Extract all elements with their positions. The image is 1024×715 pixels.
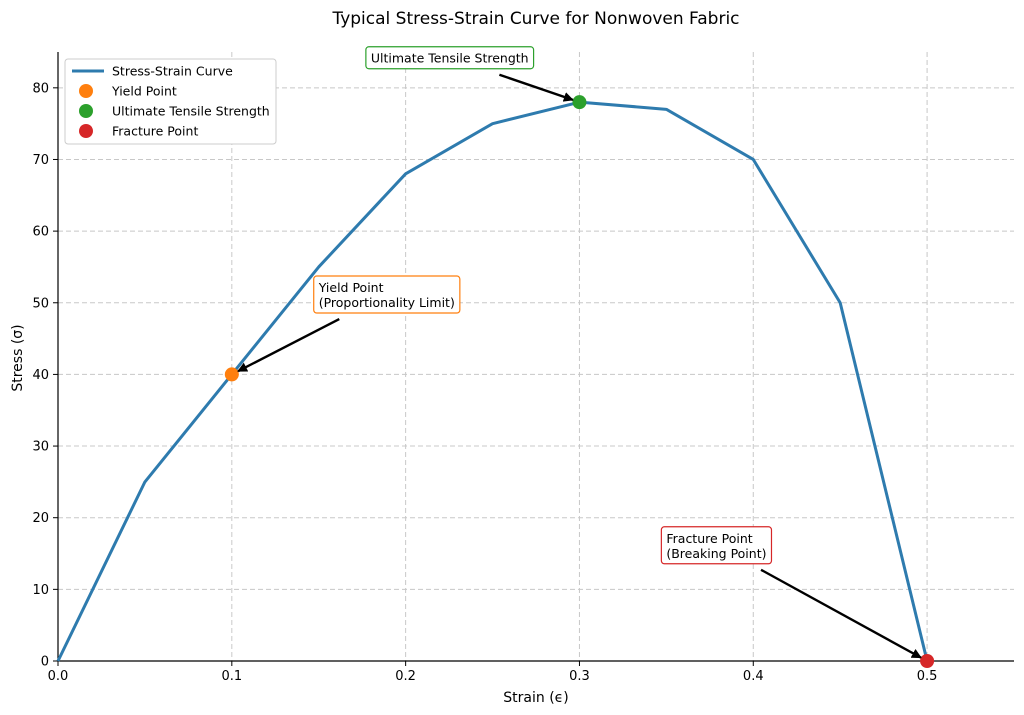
annotation-0: Yield Point(Proportionality Limit) (313, 275, 461, 314)
annotation-arrow (760, 568, 922, 659)
x-tick-label: 0.2 (395, 669, 416, 684)
annotation-box (313, 275, 461, 314)
point-fracture-point (920, 654, 935, 668)
x-axis-label: Strain (ϵ) (503, 690, 568, 706)
point-ultimate-tensile-strength (572, 95, 587, 110)
legend-box (64, 58, 277, 145)
legend: Stress-Strain Curve Yield Point Ultimate T… (64, 58, 277, 145)
y-tick-label: 30 (32, 440, 49, 455)
y-axis-label: Stress (σ) (10, 324, 26, 391)
legend-label: Yield Point (111, 84, 177, 99)
x-tick-label: 0.1 (221, 669, 242, 684)
annotation-text: (Breaking Point) (666, 546, 766, 561)
y-tick-label: 70 (32, 153, 49, 168)
annotation-arrow (237, 317, 340, 373)
series-layer (56, 100, 929, 662)
legend-swatch-dot (79, 124, 93, 138)
legend-swatch-dot (79, 84, 93, 98)
annotation-1: Ultimate Tensile Strength (365, 46, 535, 70)
chart-title: Typical Stress-Strain Curve for Nonwoven… (331, 9, 739, 29)
annotation-arrow (499, 73, 574, 102)
x-tick-label: 0.0 (48, 669, 69, 684)
x-tick-label: 0.3 (569, 669, 590, 684)
legend-label: Ultimate Tensile Strength (112, 104, 270, 119)
annotation-2: Fracture Point(Breaking Point) (660, 526, 773, 565)
annotations-layer: Yield Point(Proportionality Limit) Ultima… (237, 46, 922, 659)
points-layer (224, 95, 935, 668)
x-tick-label: 0.4 (743, 669, 764, 684)
y-tick-label: 20 (32, 511, 49, 526)
y-tick-label: 80 (32, 81, 49, 96)
annotation-text: Ultimate Tensile Strength (371, 51, 529, 66)
annotation-text: Fracture Point (666, 531, 752, 546)
y-tick-label: 0 (41, 655, 49, 670)
y-tick-label: 10 (32, 583, 49, 598)
annotation-box (660, 526, 773, 565)
x-tick-label: 0.5 (917, 669, 938, 684)
y-tick-label: 50 (32, 296, 49, 311)
annotation-box (365, 46, 535, 70)
annotation-text: Yield Point (318, 280, 384, 295)
y-tick-label: 40 (32, 368, 49, 383)
legend-label: Stress-Strain Curve (112, 64, 233, 79)
y-tick-label: 60 (32, 225, 49, 240)
point-yield-point (224, 367, 239, 382)
series-line-stress-strain (56, 100, 929, 662)
legend-label: Fracture Point (112, 124, 198, 139)
legend-swatch-dot (79, 104, 93, 118)
annotation-text: (Proportionality Limit) (319, 295, 455, 310)
axes: 0.0 0.1 0.2 0.3 0.4 0.5 0 10 20 30 40 50 60 70 80 (32, 52, 1014, 684)
